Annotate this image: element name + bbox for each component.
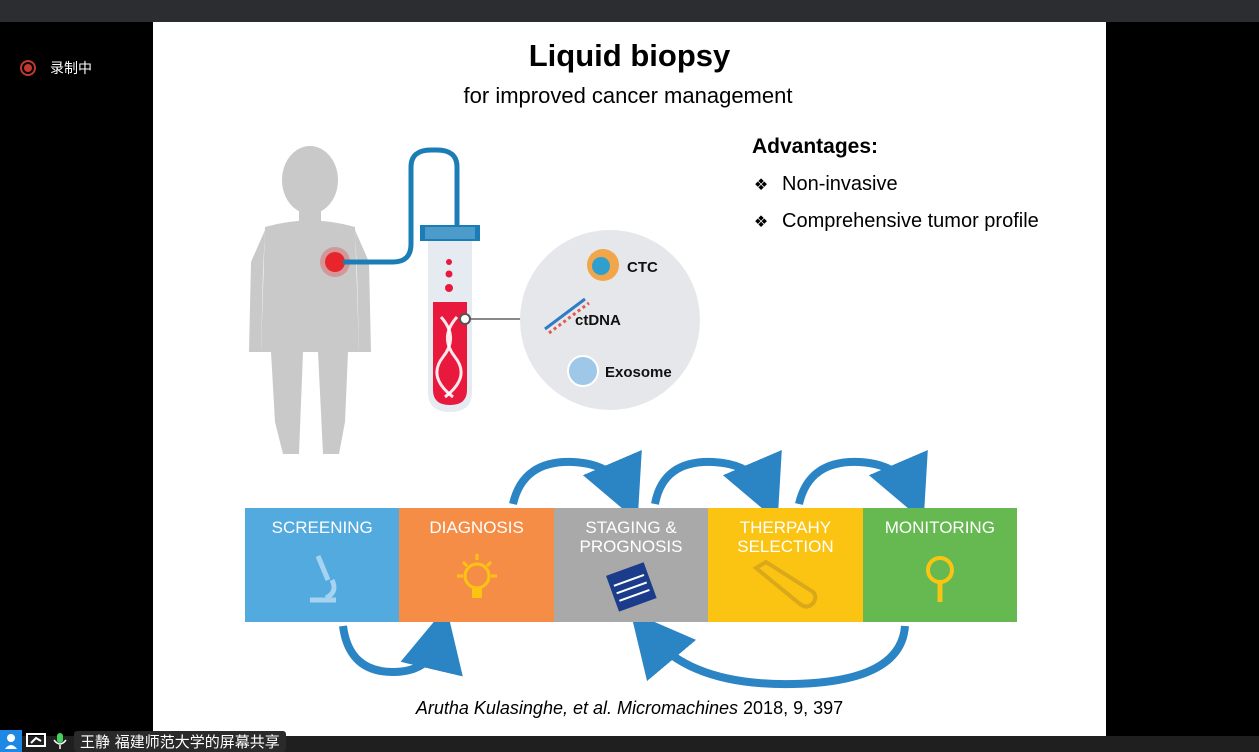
advantages-panel: Advantages: ❖ Non-invasive ❖ Comprehensi…: [752, 135, 1039, 247]
exosome-icon: [567, 355, 599, 387]
citation-ref: 2018, 9, 397: [738, 698, 844, 718]
magnifier-icon: [925, 556, 954, 602]
liquid-biopsy-illustration: CTC ctDNA Exosome: [249, 146, 700, 454]
stage-staging-prognosis: STAGING & PROGNOSIS: [553, 508, 709, 622]
slide-subtitle: for improved cancer management: [463, 83, 793, 108]
advantage-item: ❖ Comprehensive tumor profile: [752, 210, 1039, 233]
microscope-icon: [310, 555, 337, 603]
lightbulb-icon: [456, 554, 497, 598]
share-indicator: 王静 福建师范大学的屏幕共享: [0, 730, 286, 752]
test-tube-icon: [752, 559, 818, 609]
stage-monitoring: MONITORING: [862, 508, 1018, 622]
dna-icon: [544, 297, 590, 335]
notepad-icon: [606, 562, 657, 612]
advantage-text: Comprehensive tumor profile: [782, 210, 1039, 232]
citation: Arutha Kulasinghe, et al. Micromachines …: [153, 698, 1106, 719]
flow-arrows: [339, 449, 928, 689]
citation-authors: Arutha Kulasinghe, et al. Micromachines: [415, 698, 739, 718]
blood-tube-icon: [420, 225, 480, 412]
exosome-label: Exosome: [605, 364, 672, 381]
recording-label: 录制中: [50, 61, 92, 77]
stage-label: DIAGNOSIS: [429, 518, 524, 537]
stage-label: SCREENING: [271, 518, 373, 537]
diamond-bullet-icon: ❖: [753, 176, 769, 194]
stage-label: STAGING & PROGNOSIS: [579, 518, 683, 556]
shared-slide: Liquid biopsy for improved cancer manage…: [153, 22, 1106, 736]
ctc-label: CTC: [627, 259, 658, 276]
arrow-bottom-2: [630, 611, 909, 689]
record-icon: [20, 60, 36, 76]
microphone-icon[interactable]: [52, 732, 68, 750]
care-pathway: SCREENING DIAGNOSIS STAGING & PROGNOSIS …: [245, 508, 1018, 622]
diamond-bullet-icon: ❖: [753, 213, 769, 231]
stage-diagnosis: DIAGNOSIS: [399, 508, 554, 622]
advantage-item: ❖ Non-invasive: [752, 173, 1039, 196]
screen-share-label: 王静 福建师范大学的屏幕共享: [74, 730, 286, 752]
participant-icon[interactable]: [0, 730, 22, 752]
stage-screening: SCREENING: [245, 508, 400, 622]
arrow-bottom-1: [339, 606, 463, 677]
taskbar: [0, 736, 1259, 752]
top-bar: [0, 0, 1259, 22]
arrow-top-2: [651, 449, 782, 522]
arrow-top-3: [795, 449, 928, 522]
stage-label: MONITORING: [884, 518, 995, 537]
stage-label: THERPAHY SELECTION: [737, 518, 834, 556]
screen-share-icon[interactable]: [26, 733, 48, 749]
ctdna-label: ctDNA: [575, 312, 621, 329]
ctc-cell-icon: [587, 249, 619, 281]
advantage-text: Non-invasive: [782, 173, 898, 195]
arrow-top-1: [509, 449, 642, 522]
stage-therapy-selection: THERPAHY SELECTION: [708, 508, 863, 622]
slide-title: Liquid biopsy: [528, 38, 731, 73]
tubing-icon: [343, 147, 460, 265]
components-circle: [520, 230, 700, 410]
puncture-dot-icon: [325, 252, 345, 272]
advantages-heading: Advantages:: [752, 135, 879, 158]
recording-indicator[interactable]: 录制中: [20, 58, 92, 78]
